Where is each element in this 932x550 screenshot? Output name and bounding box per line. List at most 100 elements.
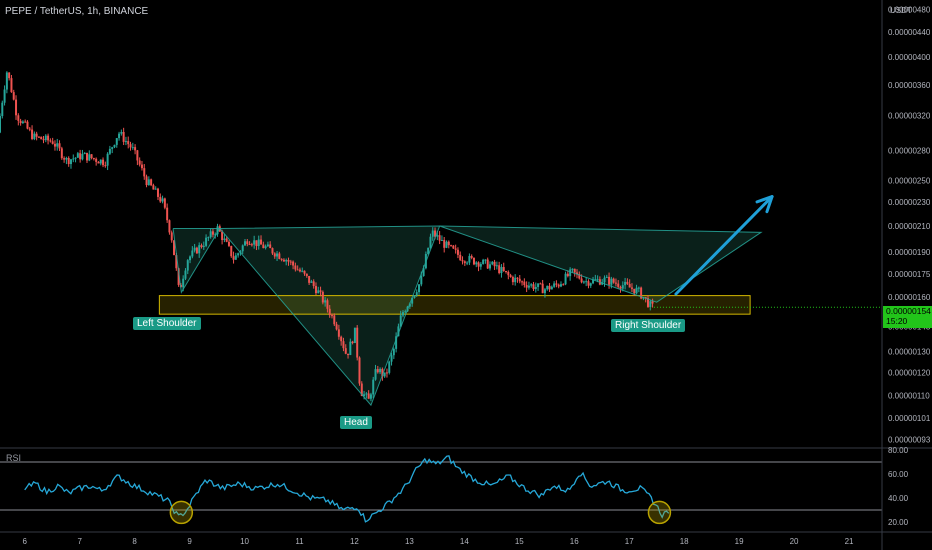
candle-body-14 [31, 129, 34, 139]
candle-body-133 [303, 270, 306, 274]
candle-body-93 [211, 231, 214, 235]
candle-body-127 [289, 261, 292, 263]
candle-body-57 [129, 144, 132, 148]
candle-body-0 [0, 116, 1, 133]
candle-body-110 [250, 244, 253, 246]
candle-body-31 [69, 159, 72, 165]
time-tick-11: 17 [625, 537, 634, 546]
time-tick-13: 19 [735, 537, 744, 546]
candle-body-159 [363, 394, 366, 397]
rsi-line [24, 455, 670, 523]
candle-body-33 [74, 157, 77, 159]
candle-body-256 [585, 281, 588, 283]
candle-body-270 [617, 283, 620, 287]
candle-body-64 [145, 176, 148, 186]
price-tick-7: 0.00000230 [888, 198, 931, 207]
candle-body-151 [344, 348, 347, 354]
candle-body-264 [603, 277, 606, 283]
time-tick-10: 16 [570, 537, 579, 546]
candle-body-41 [92, 158, 95, 160]
candle-body-17 [37, 136, 40, 138]
candle-body-44 [99, 159, 102, 164]
candle-body-175 [399, 315, 402, 327]
time-tick-3: 9 [187, 537, 192, 546]
price-tick-9: 0.00000190 [888, 248, 931, 257]
candle-body-20 [44, 135, 47, 141]
candle-body-21 [47, 135, 50, 141]
candle-body-126 [287, 260, 290, 262]
candle-body-121 [276, 253, 279, 257]
candle-body-242 [553, 283, 556, 287]
candle-body-113 [257, 239, 260, 247]
candle-body-171 [390, 355, 393, 362]
candle-body-6 [12, 92, 15, 100]
time-tick-6: 12 [350, 537, 359, 546]
price-tick-16: 0.00000101 [888, 414, 931, 423]
candle-body-23 [51, 141, 54, 144]
candle-body-142 [324, 300, 327, 303]
price-tick-4: 0.00000320 [888, 112, 931, 121]
candle-body-114 [260, 239, 263, 245]
candle-body-136 [310, 281, 313, 283]
candle-body-107 [244, 241, 246, 246]
candle-body-145 [331, 315, 334, 317]
candle-body-83 [189, 256, 192, 261]
candle-body-69 [156, 188, 159, 197]
current-price-badge: 0.00000154 15:20 [883, 306, 932, 328]
candle-body-230 [525, 284, 528, 288]
candle-body-118 [269, 244, 272, 249]
candle-body-95 [216, 226, 219, 235]
candle-body-271 [619, 286, 622, 289]
candle-body-174 [397, 326, 400, 337]
time-tick-8: 14 [460, 537, 469, 546]
candle-body-248 [566, 273, 569, 277]
candle-body-216 [493, 261, 496, 267]
candle-body-132 [301, 270, 304, 272]
price-tick-15: 0.00000110 [888, 391, 930, 400]
pattern-lines [172, 195, 882, 407]
candle-body-81 [184, 270, 187, 279]
candle-body-258 [589, 283, 592, 286]
candle-body-254 [580, 278, 583, 283]
candle-body-102 [232, 256, 235, 260]
candle-body-124 [282, 259, 285, 262]
candle-body-214 [489, 264, 491, 269]
candle-body-91 [207, 237, 210, 239]
candle-body-209 [477, 262, 480, 267]
candle-body-112 [255, 240, 258, 247]
candle-body-202 [461, 260, 464, 262]
candle-body-197 [450, 245, 453, 247]
candle-body-116 [264, 246, 267, 249]
candle-body-189 [431, 230, 434, 237]
rsi-label[interactable]: RSI [6, 453, 22, 463]
right-shoulder-label: Right Shoulder [611, 319, 686, 332]
candle-body-185 [422, 268, 425, 277]
candle-body-249 [569, 269, 572, 277]
symbol-title[interactable]: PEPE / TetherUS, 1h, BINANCE [5, 6, 149, 17]
price-tick-10: 0.00000175 [888, 270, 931, 279]
candle-body-26 [58, 143, 61, 149]
candle-body-1 [1, 102, 4, 117]
candle-body-208 [475, 262, 478, 265]
candle-body-111 [253, 240, 256, 245]
candle-body-47 [106, 153, 109, 166]
time-tick-0: 6 [23, 537, 28, 546]
candle-body-243 [555, 283, 558, 285]
candle-body-253 [578, 273, 581, 279]
candle-body-43 [97, 161, 100, 164]
right-shoulder-triangle [439, 226, 762, 303]
candle-body-60 [136, 150, 139, 161]
candle-body-94 [214, 234, 217, 236]
candle-body-167 [381, 368, 384, 377]
candle-body-259 [592, 279, 595, 284]
candle-body-97 [221, 231, 224, 240]
candle-body-241 [550, 286, 553, 290]
candle-body-148 [337, 329, 340, 337]
rsi-tick-1: 60.00 [888, 470, 909, 479]
candle-body-280 [640, 287, 643, 299]
candle-body-54 [122, 132, 125, 142]
support-zone [158, 295, 751, 315]
candle-body-106 [241, 245, 244, 252]
